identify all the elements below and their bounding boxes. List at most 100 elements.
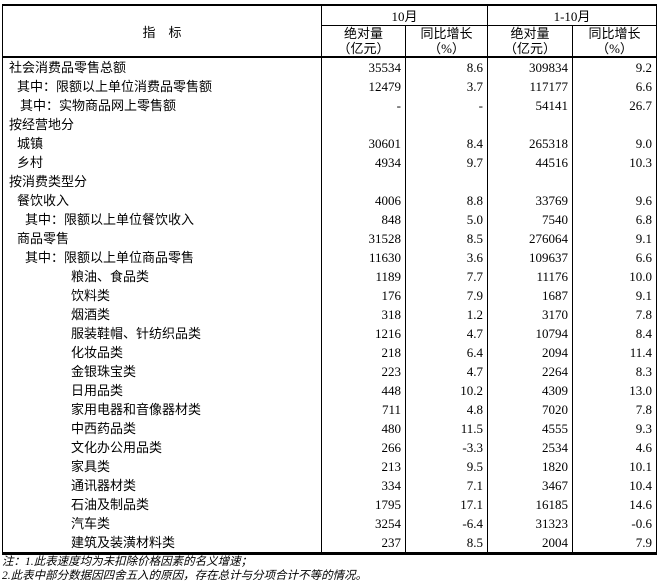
table-row: 文化办公用品类 266 -3.3 2534 4.6 — [2, 438, 657, 457]
row-indicator-label: 汽车类 — [2, 514, 322, 533]
oct-yoy-cell: 7.7 — [405, 267, 488, 286]
row-indicator-label: 社会消费品零售总额 — [2, 57, 322, 77]
oct-yoy-header-line1: 同比增长 — [420, 26, 473, 41]
ytd-absolute-cell: 10794 — [487, 324, 573, 343]
october-group-header: 10月 — [321, 4, 488, 26]
oct-yoy-cell: -3.3 — [405, 438, 488, 457]
row-indicator-label: 中西药品类 — [2, 419, 322, 438]
ytd-yoy-header-line2: （%） — [596, 41, 633, 56]
row-indicator-label: 商品零售 — [2, 229, 322, 248]
ytd-absolute-cell: 44516 — [487, 153, 573, 172]
ytd-absolute-cell: 11176 — [487, 267, 573, 286]
ytd-yoy-column-header: 同比增长 （%） — [572, 25, 657, 58]
ytd-yoy-cell: 26.7 — [572, 96, 657, 115]
table-row: 城镇 30601 8.4 265318 9.0 — [2, 134, 657, 153]
table-row: 中西药品类 480 11.5 4555 9.3 — [2, 419, 657, 438]
ytd-absolute-cell: 1820 — [487, 457, 573, 476]
table-row: 商品零售 31528 8.5 276064 9.1 — [2, 229, 657, 248]
oct-yoy-cell: 8.5 — [405, 533, 488, 554]
ytd-yoy-cell: 13.0 — [572, 381, 657, 400]
oct-absolute-cell: 1795 — [321, 495, 406, 514]
row-indicator-label: 建筑及装潢材料类 — [2, 533, 322, 554]
ytd-absolute-cell: 16185 — [487, 495, 573, 514]
row-indicator-label: 文化办公用品类 — [2, 438, 322, 457]
ytd-absolute-cell: 54141 — [487, 96, 573, 115]
ytd-yoy-cell: 9.1 — [572, 286, 657, 305]
oct-yoy-cell: -6.4 — [405, 514, 488, 533]
ytd-yoy-cell: 9.0 — [572, 134, 657, 153]
table-body: 社会消费品零售总额 35534 8.6 309834 9.2 其中：限额以上单位消费品零售… — [2, 57, 657, 554]
ytd-yoy-cell: 9.6 — [572, 191, 657, 210]
ytd-yoy-header-line1: 同比增长 — [588, 26, 641, 41]
oct-yoy-column-header: 同比增长 （%） — [405, 25, 488, 58]
oct-yoy-cell: 4.7 — [405, 324, 488, 343]
row-indicator-label: 饮料类 — [2, 286, 322, 305]
oct-yoy-cell: 7.9 — [405, 286, 488, 305]
ytd-yoy-cell: 6.8 — [572, 210, 657, 229]
row-indicator-label: 其中：实物商品网上零售额 — [2, 96, 322, 115]
row-indicator-label: 粮油、食品类 — [2, 267, 322, 286]
table-row: 金银珠宝类 223 4.7 2264 8.3 — [2, 362, 657, 381]
oct-absolute-cell: - — [321, 96, 406, 115]
oct-yoy-cell: 7.1 — [405, 476, 488, 495]
oct-absolute-cell: 12479 — [321, 77, 406, 96]
table-row: 按经营地分 — [2, 115, 657, 134]
table-row: 服装鞋帽、针纺织品类 1216 4.7 10794 8.4 — [2, 324, 657, 343]
table-row: 社会消费品零售总额 35534 8.6 309834 9.2 — [2, 57, 657, 77]
oct-absolute-cell: 31528 — [321, 229, 406, 248]
oct-yoy-cell: 8.5 — [405, 229, 488, 248]
ytd-yoy-cell: 6.6 — [572, 77, 657, 96]
ytd-yoy-cell: 6.6 — [572, 248, 657, 267]
row-indicator-label: 服装鞋帽、针纺织品类 — [2, 324, 322, 343]
oct-absolute-cell: 30601 — [321, 134, 406, 153]
ytd-absolute-cell: 4309 — [487, 381, 573, 400]
row-indicator-label: 通讯器材类 — [2, 476, 322, 495]
ytd-yoy-cell: 7.8 — [572, 400, 657, 419]
indicator-column-header: 指 标 — [2, 4, 322, 58]
ytd-absolute-header-line1: 绝对量 — [510, 26, 550, 41]
table-row: 家用电器和音像器材类 711 4.8 7020 7.8 — [2, 400, 657, 419]
ytd-yoy-cell: 9.2 — [572, 57, 657, 77]
oct-yoy-cell — [405, 172, 488, 191]
oct-absolute-cell: 213 — [321, 457, 406, 476]
table-row: 化妆品类 218 6.4 2094 11.4 — [2, 343, 657, 362]
oct-yoy-cell: 3.6 — [405, 248, 488, 267]
oct-absolute-cell: 448 — [321, 381, 406, 400]
header-row-periods: 指 标 10月 1-10月 — [2, 4, 657, 58]
row-indicator-label: 化妆品类 — [2, 343, 322, 362]
oct-absolute-cell: 3254 — [321, 514, 406, 533]
oct-yoy-cell: 6.4 — [405, 343, 488, 362]
ytd-yoy-cell: 7.9 — [572, 533, 657, 554]
oct-yoy-cell: 4.7 — [405, 362, 488, 381]
table-row: 乡村 4934 9.7 44516 10.3 — [2, 153, 657, 172]
ytd-yoy-cell: 10.0 — [572, 267, 657, 286]
row-indicator-label: 按消费类型分 — [2, 172, 322, 191]
oct-yoy-cell: 8.4 — [405, 134, 488, 153]
oct-yoy-cell: 4.8 — [405, 400, 488, 419]
table-row: 其中：限额以上单位餐饮收入 848 5.0 7540 6.8 — [2, 210, 657, 229]
row-indicator-label: 按经营地分 — [2, 115, 322, 134]
row-indicator-label: 金银珠宝类 — [2, 362, 322, 381]
oct-yoy-cell: 9.5 — [405, 457, 488, 476]
ytd-absolute-cell: 7540 — [487, 210, 573, 229]
oct-absolute-cell: 1189 — [321, 267, 406, 286]
ytd-absolute-cell: 33769 — [487, 191, 573, 210]
table-row: 通讯器材类 334 7.1 3467 10.4 — [2, 476, 657, 495]
row-indicator-label: 石油及制品类 — [2, 495, 322, 514]
oct-absolute-cell: 35534 — [321, 57, 406, 77]
oct-absolute-cell: 334 — [321, 476, 406, 495]
row-indicator-label: 家具类 — [2, 457, 322, 476]
footnote-1: 注：1.此表速度均为未扣除价格因素的名义增速； — [2, 556, 253, 568]
oct-yoy-cell: - — [405, 96, 488, 115]
ytd-absolute-cell: 109637 — [487, 248, 573, 267]
oct-absolute-cell: 480 — [321, 419, 406, 438]
oct-absolute-cell: 848 — [321, 210, 406, 229]
jan-to-oct-group-header: 1-10月 — [487, 4, 657, 26]
table-header: 指 标 10月 1-10月 绝对量 （亿元） 同比增长 （%） 绝对量 （亿元） — [2, 4, 657, 58]
ytd-absolute-cell: 4555 — [487, 419, 573, 438]
ytd-absolute-cell: 7020 — [487, 400, 573, 419]
table-row: 饮料类 176 7.9 1687 9.1 — [2, 286, 657, 305]
oct-absolute-cell: 237 — [321, 533, 406, 554]
table-row: 餐饮收入 4006 8.8 33769 9.6 — [2, 191, 657, 210]
row-indicator-label: 城镇 — [2, 134, 322, 153]
